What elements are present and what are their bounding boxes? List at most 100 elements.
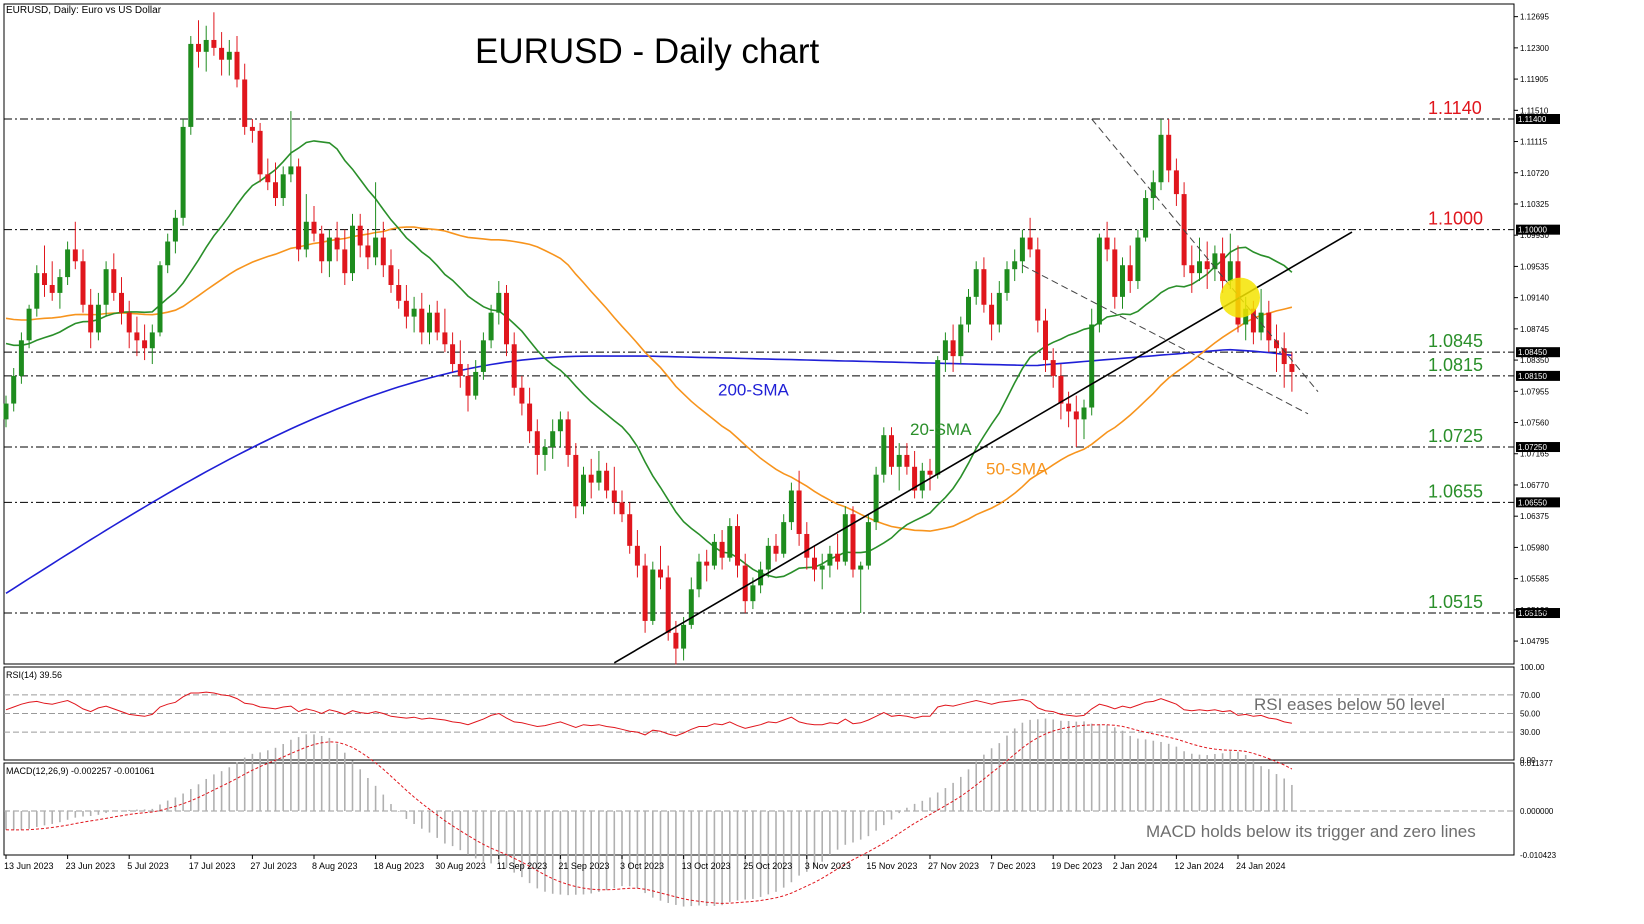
candle (226, 39, 232, 76)
candle (550, 419, 556, 459)
candle (658, 545, 663, 590)
candle-body (157, 265, 163, 333)
candle (1027, 217, 1033, 258)
candle-body (1173, 170, 1179, 195)
candle (273, 162, 278, 206)
candle (1089, 308, 1095, 416)
candle (765, 537, 771, 578)
candle-body (473, 371, 479, 396)
date-tick-label: 27 Jul 2023 (250, 861, 297, 871)
price-tick-label: 1.05190 (1520, 606, 1549, 615)
candle-body (1066, 403, 1072, 412)
candle-body (819, 565, 825, 570)
candle-body (1120, 265, 1125, 297)
candle-body (34, 273, 40, 309)
price-tick-label: 1.09140 (1520, 294, 1549, 303)
level-tag-bg (1516, 114, 1560, 125)
candle-body (527, 403, 533, 432)
candle-body (1166, 134, 1172, 171)
candle (1012, 249, 1018, 282)
candle (326, 229, 332, 278)
candle-body (1281, 348, 1287, 365)
candle-body (311, 221, 317, 234)
candle (126, 300, 132, 349)
candle (1120, 257, 1125, 309)
candle (296, 158, 302, 262)
candle-body (835, 553, 841, 562)
price-tick-label: 1.12695 (1520, 13, 1549, 22)
candle-body (119, 292, 124, 313)
rsi-tick-label: 30.00 (1520, 728, 1541, 737)
candle-body (442, 332, 448, 345)
level-label-1.0515: 1.0515 (1428, 592, 1483, 612)
price-tick-label: 1.11115 (1520, 138, 1548, 147)
candle (665, 565, 671, 641)
candle-body (1158, 134, 1164, 183)
candle (1096, 233, 1102, 333)
candle (165, 233, 171, 274)
date-tick-label: 25 Oct 2023 (743, 861, 792, 871)
candle-body (488, 312, 494, 341)
candle-body (788, 490, 794, 523)
macd-label: MACD(12,26,9) -0.002257 -0.001061 (6, 766, 155, 776)
macd-pane (3, 762, 1515, 856)
candle (565, 411, 571, 467)
candle-body (88, 304, 94, 333)
candle (350, 213, 355, 282)
price-tick-label: 1.09930 (1520, 231, 1549, 240)
candle (619, 490, 625, 523)
candle (519, 375, 525, 416)
candle (403, 284, 409, 329)
date-tick-label: 8 Aug 2023 (312, 861, 358, 871)
candle (88, 288, 94, 349)
candle-body (357, 225, 363, 246)
candle-body (419, 308, 425, 333)
candle (511, 332, 517, 396)
candle (65, 241, 71, 285)
candle (935, 356, 941, 479)
date-tick-label: 5 Jul 2023 (127, 861, 169, 871)
channel-upper-line (1091, 118, 1319, 393)
price-tick-label: 1.11510 (1520, 106, 1549, 115)
candle-body (172, 217, 178, 242)
price-tick-label: 1.05980 (1520, 543, 1549, 552)
candle-body (1004, 269, 1010, 293)
candle-body (889, 435, 894, 467)
sma20-label: 20-SMA (910, 420, 972, 439)
candle-body (966, 296, 971, 325)
candle-body (457, 364, 463, 376)
candle-body (226, 51, 232, 60)
candle (596, 450, 602, 491)
candle (1073, 395, 1079, 448)
level-tag-bg (1516, 370, 1560, 381)
candle-body (711, 541, 717, 566)
candle-body (604, 470, 610, 491)
level-tag-bg (1516, 497, 1560, 508)
rsi-label: RSI(14) 39.56 (6, 670, 62, 680)
candle (1043, 308, 1048, 372)
candle-body (812, 557, 817, 570)
candle-body (519, 387, 525, 404)
candle-body (342, 249, 348, 274)
candle-body (95, 304, 101, 333)
candle (1266, 300, 1272, 353)
candle (1281, 332, 1287, 388)
candle (681, 616, 687, 661)
candle (896, 443, 902, 491)
candle-body (704, 561, 710, 566)
price-tick-label: 1.04795 (1520, 637, 1549, 646)
candle-body (211, 39, 217, 48)
candle-body (42, 273, 47, 285)
candle-body (727, 526, 733, 558)
candle (1197, 237, 1202, 282)
candle-body (1035, 249, 1041, 321)
price-tick-label: 1.07560 (1520, 419, 1549, 428)
date-tick-label: 2 Jan 2024 (1113, 861, 1158, 871)
candle-body (103, 269, 109, 305)
level-tag-1.08450: 1.08450 (1518, 348, 1547, 357)
candle (1158, 119, 1164, 191)
candle-body (1127, 265, 1133, 282)
date-tick-label: 13 Oct 2023 (682, 861, 731, 871)
candle-body (750, 585, 756, 602)
